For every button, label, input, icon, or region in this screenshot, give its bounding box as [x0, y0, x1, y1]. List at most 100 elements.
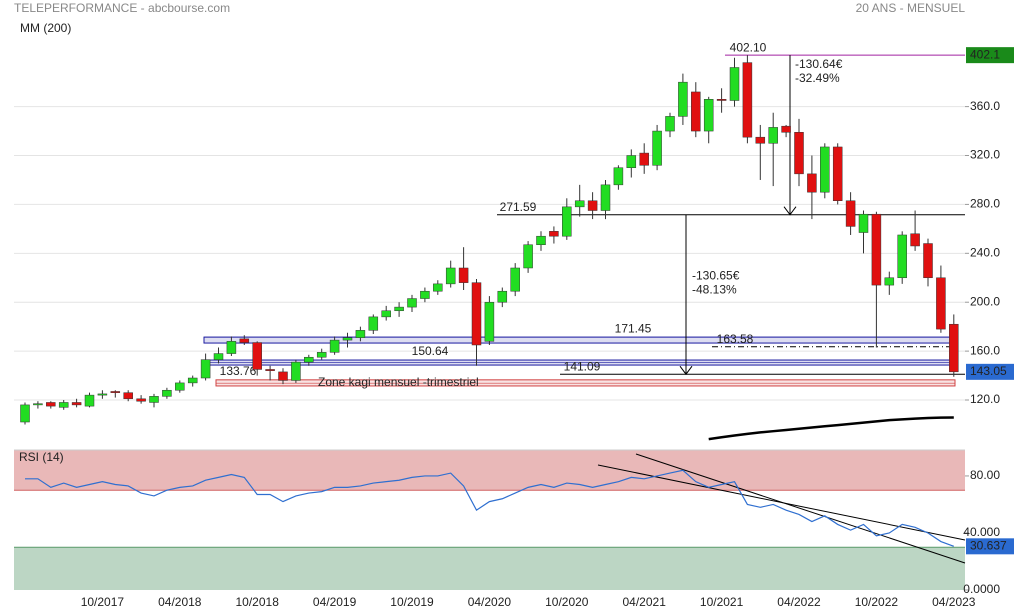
y-tick-label: 80.00: [970, 468, 1000, 482]
value-box-label: 30.637: [970, 538, 1007, 552]
candle-body: [149, 396, 159, 403]
candle-body: [316, 352, 327, 358]
y-tick-label: 120.0: [970, 392, 1000, 406]
y-tick-label: 360.0: [970, 99, 1000, 113]
candle-body: [549, 231, 559, 237]
candle-body: [239, 338, 250, 343]
moving-average: [708, 416, 954, 441]
x-tick-label: 04/2023: [932, 595, 976, 609]
candle-body: [742, 62, 753, 138]
candle-body: [832, 146, 843, 201]
candle-body: [329, 339, 340, 353]
rsi-background: [14, 450, 965, 590]
candle-body: [703, 99, 714, 132]
candle-body: [407, 298, 417, 308]
value-box-label: 402.1: [970, 47, 1000, 61]
candle-body: [355, 330, 366, 338]
candle-body: [626, 155, 637, 168]
candle-body: [162, 389, 172, 397]
candle-body: [58, 402, 69, 408]
candle-body: [755, 136, 766, 144]
x-tick-label: 04/2020: [468, 595, 512, 609]
candle-body: [433, 283, 443, 292]
candle-body: [665, 116, 675, 132]
candle-body: [858, 213, 869, 233]
value-box: [966, 538, 1014, 555]
y-tick-label: 200.0: [970, 294, 1000, 308]
candle-body: [484, 301, 495, 342]
x-tick-label: 04/2021: [623, 595, 667, 609]
level-label: 271.59: [500, 200, 537, 214]
x-tick-label: 10/2022: [855, 595, 899, 609]
candle-body: [213, 353, 224, 360]
measure-label: -130.64€: [795, 57, 843, 71]
candle-body: [458, 267, 469, 283]
candle-body: [46, 402, 56, 407]
zone-label: 171.45: [615, 321, 652, 335]
arrow-head: [783, 206, 797, 216]
header-title: TELEPERFORMANCE - abcbourse.com: [14, 1, 230, 15]
candle-body: [794, 132, 804, 175]
candle-body: [84, 394, 95, 407]
y-tick-label: 40.000: [963, 525, 1000, 539]
oversold-zone: [14, 547, 965, 590]
level-label: 163.58: [717, 332, 754, 346]
candle-body: [265, 369, 275, 371]
zone: [203, 336, 956, 344]
candle-body: [71, 402, 82, 406]
candle-body: [949, 323, 959, 373]
candle-body: [97, 393, 108, 396]
overbought-zone: [14, 450, 965, 491]
candle-body: [639, 152, 649, 166]
candle-body: [510, 267, 520, 292]
x-tick-label: 04/2018: [158, 595, 202, 609]
candle-body: [20, 404, 30, 423]
level-label: 141.09: [564, 359, 601, 373]
candle-body: [33, 403, 43, 406]
x-tick-label: 04/2022: [777, 595, 821, 609]
candle-body: [523, 244, 533, 269]
y-tick-label: 0.0000: [963, 582, 1000, 596]
value-box-label: 143.05: [970, 364, 1007, 378]
candle-body: [200, 359, 211, 379]
candle-body: [884, 277, 895, 286]
candle-body: [845, 200, 856, 227]
zone-note: Zone kagi mensuel -trimestriel: [318, 375, 479, 389]
candle-body: [175, 382, 185, 391]
candle-body: [136, 398, 146, 402]
rsi-line: [25, 469, 955, 547]
candle-body: [110, 391, 121, 393]
candle-body: [394, 306, 404, 312]
measure-label: -32.49%: [795, 71, 840, 85]
measure-label: -130.65€: [692, 269, 740, 283]
candle-body: [471, 282, 482, 346]
candle-body: [781, 125, 791, 133]
candle-body: [574, 200, 585, 208]
candle-body: [820, 146, 830, 193]
candle-body: [910, 233, 920, 247]
candle-body: [807, 173, 817, 193]
header-period: 20 ANS - MENSUEL: [856, 1, 966, 15]
candle-body: [897, 234, 907, 279]
candle-body: [768, 127, 778, 144]
candle-body: [445, 267, 456, 285]
candle-body: [587, 200, 598, 211]
candle-body: [716, 99, 727, 101]
x-tick-label: 04/2019: [313, 595, 357, 609]
candle-body: [678, 81, 688, 117]
trend-line: [635, 453, 966, 564]
candle-body: [420, 290, 430, 299]
y-tick-label: 320.0: [970, 148, 1000, 162]
y-tick-label: 160.0: [970, 343, 1000, 357]
value-box: [966, 363, 1014, 380]
candle-body: [123, 392, 133, 400]
zone-label: 150.64: [412, 344, 449, 358]
candle-body: [187, 377, 198, 384]
candle-body: [936, 277, 946, 330]
candle-body: [536, 235, 546, 246]
candle-body: [613, 167, 624, 186]
candle-body: [381, 310, 391, 318]
candle-body: [252, 342, 262, 370]
candle-body: [342, 337, 353, 341]
